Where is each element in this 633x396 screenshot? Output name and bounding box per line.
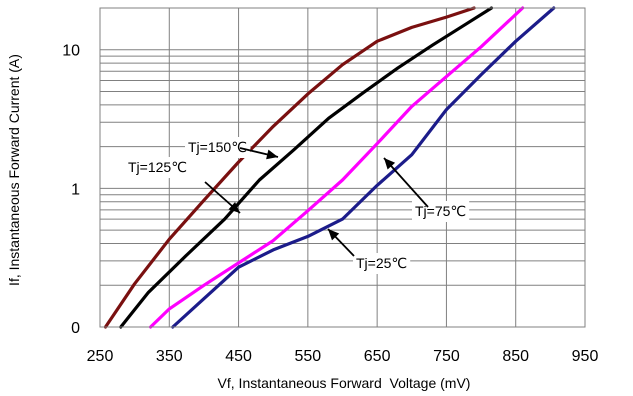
x-tick-label: 550 (295, 348, 322, 365)
annotation-arrowhead (328, 229, 340, 241)
y-tick-label: 0 (71, 320, 80, 337)
annotation-background (125, 157, 191, 178)
annotation-label: Tj=25℃ (356, 255, 407, 271)
series-lines (103, 6, 556, 329)
annotation-label: Tj=150℃ (188, 139, 247, 155)
annotation-arrowhead (266, 149, 278, 160)
annotation-arrow (383, 157, 429, 208)
annotation-label: Tj=75℃ (415, 203, 466, 219)
y-tick-label: 10 (62, 43, 80, 60)
x-tick-label: 750 (433, 348, 460, 365)
annotation-label: Tj=125℃ (128, 159, 187, 175)
annotation-background (185, 137, 251, 158)
series-line (103, 6, 476, 329)
x-tick-label: 950 (572, 348, 599, 365)
x-axis-title: Vf, Instantaneous Forward Voltage (mV) (218, 375, 471, 391)
y-axis-title: If, Instantaneous Forward Current (A) (6, 54, 22, 286)
annotation-arrowhead (228, 202, 240, 213)
x-tick-label: 650 (364, 348, 391, 365)
x-tick-label: 850 (502, 348, 529, 365)
annotations: Tj=150℃Tj=125℃ Tj=75℃ Tj=25℃ (125, 137, 470, 274)
y-tick-label: 1 (71, 181, 80, 198)
x-tick-label: 350 (156, 348, 183, 365)
annotation-background (353, 253, 411, 274)
series-line (149, 6, 525, 329)
series-line (119, 6, 494, 329)
y-tick-labels: 0 1 10 (62, 43, 80, 337)
x-tick-label: 250 (87, 348, 114, 365)
x-tick-label: 450 (225, 348, 252, 365)
series-line (171, 6, 556, 329)
annotation-arrowhead (384, 158, 396, 170)
x-tick-labels: 250 350 450 550 650 750 850 950 (87, 348, 599, 365)
plot-border (99, 7, 586, 328)
